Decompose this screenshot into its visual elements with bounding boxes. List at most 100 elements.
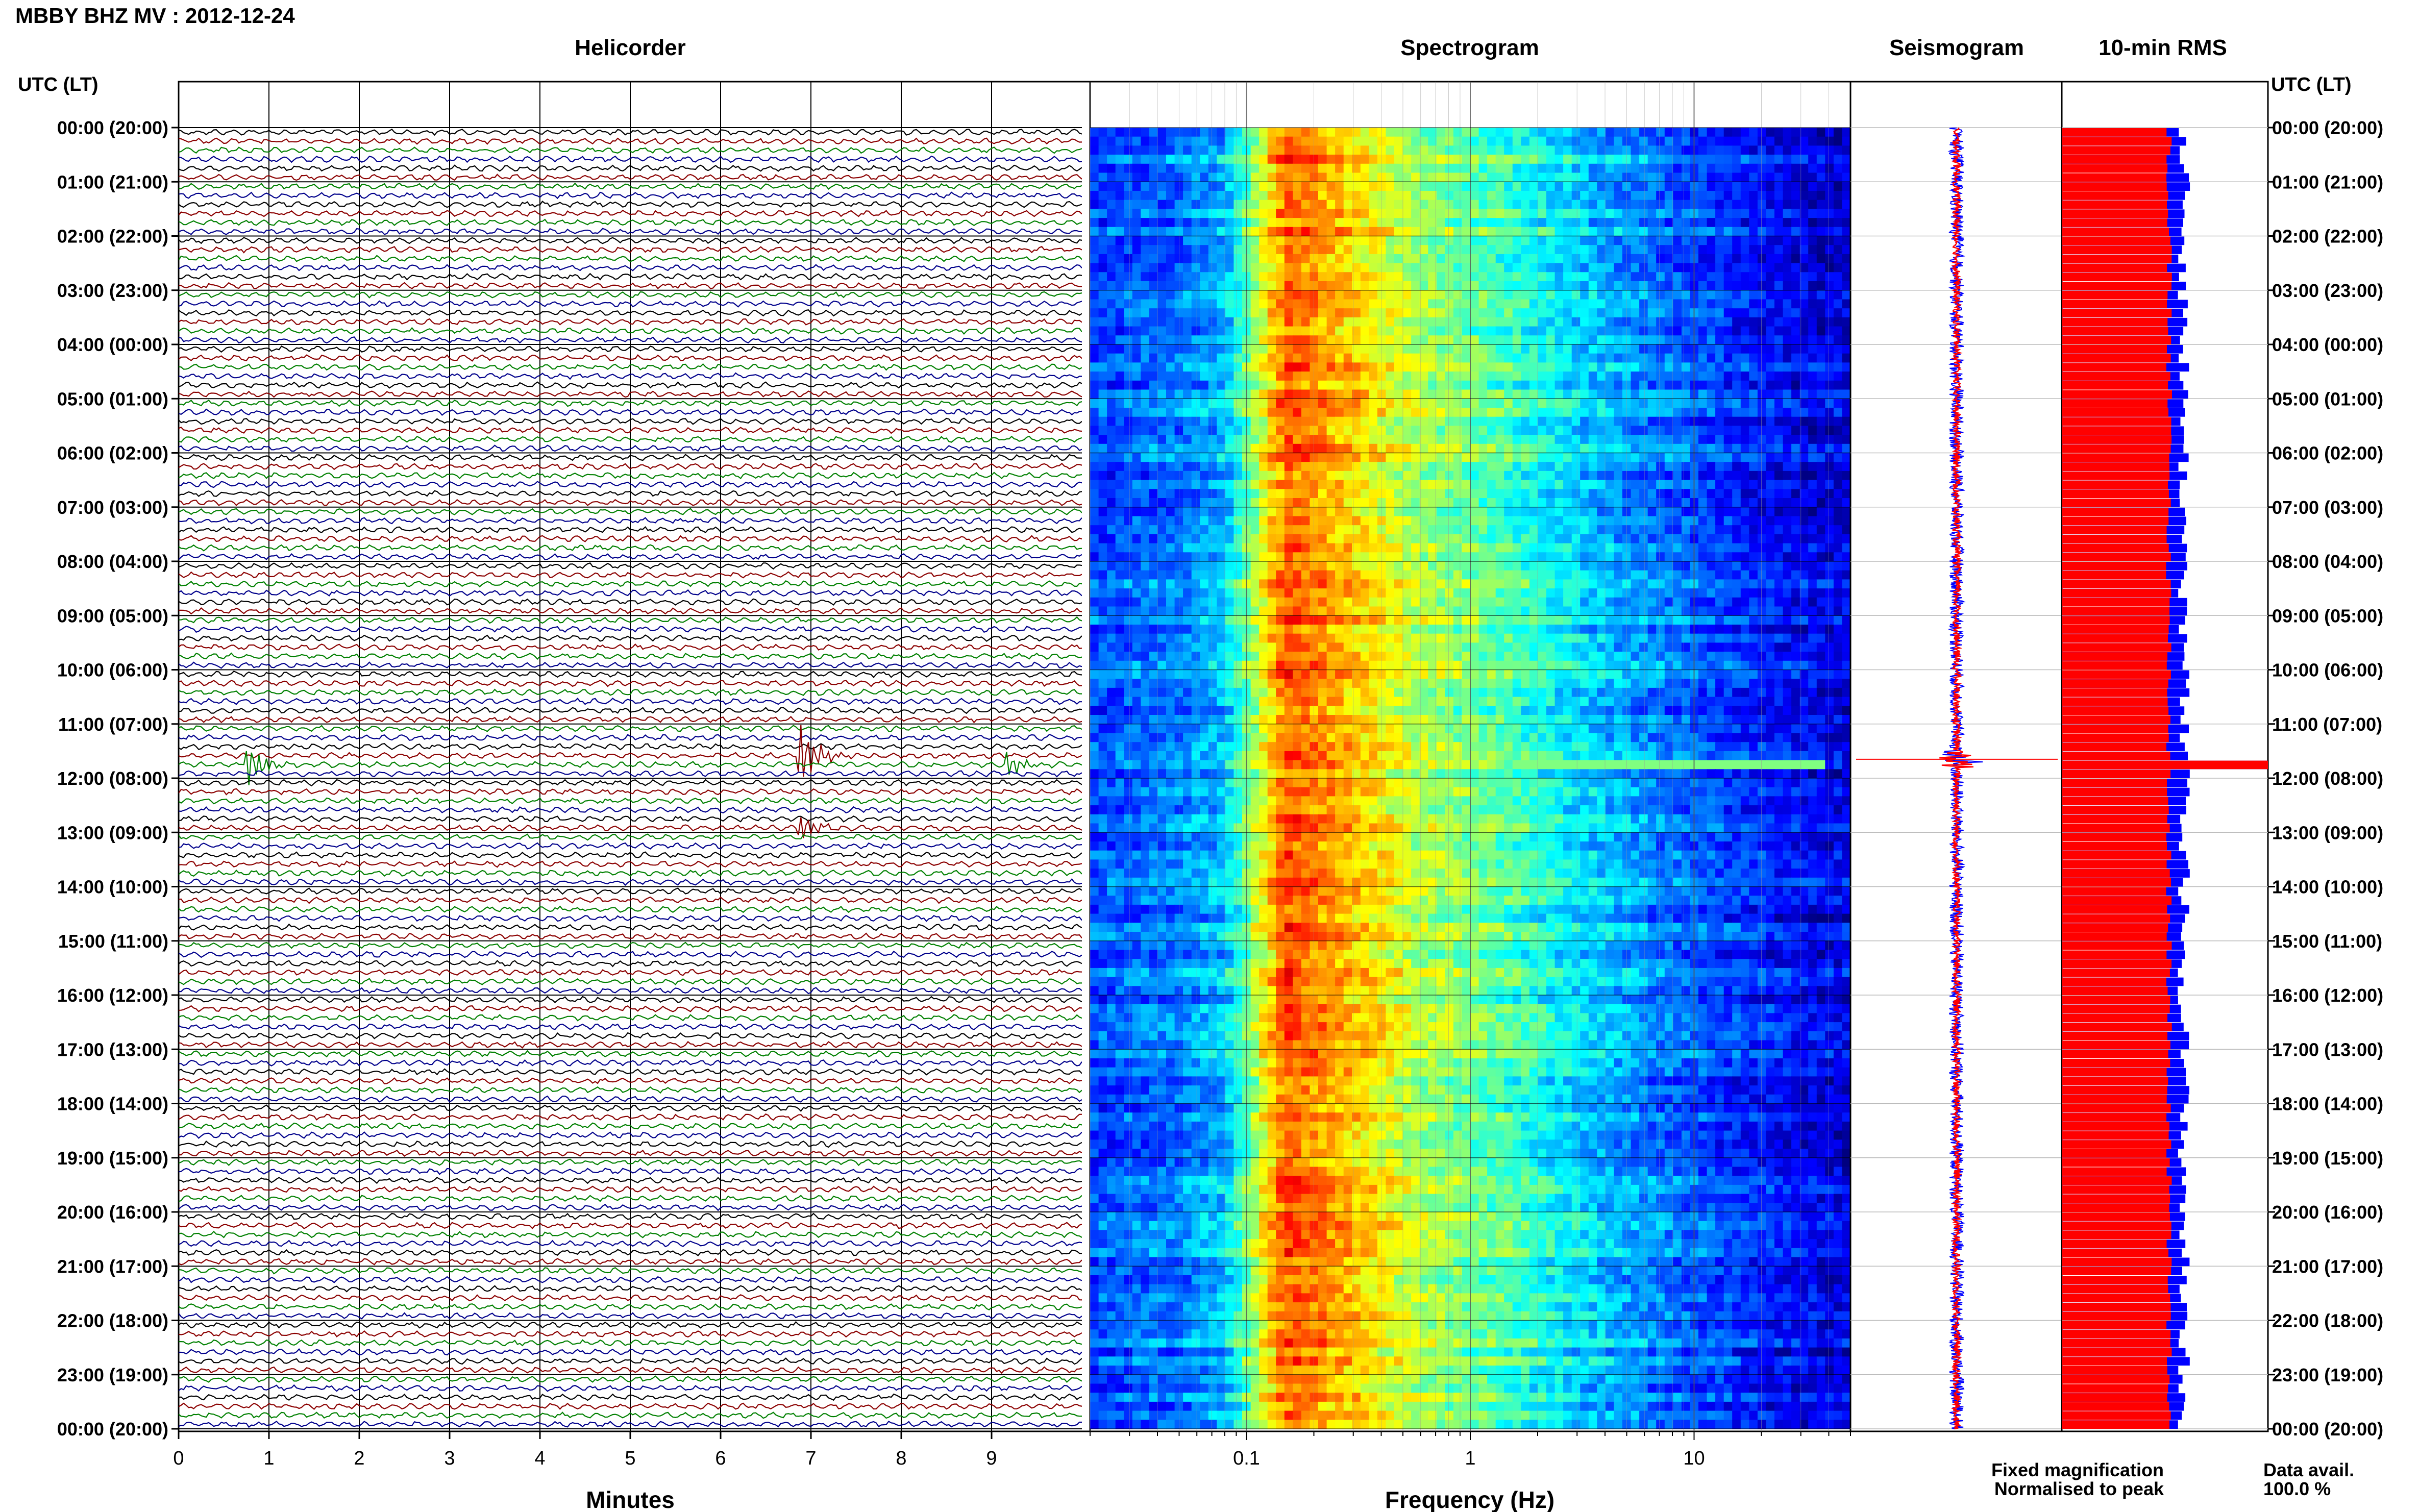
spectrogram-cell <box>1664 317 1674 327</box>
spectrogram-cell <box>1276 435 1285 444</box>
helicorder-trace <box>179 1321 1082 1329</box>
spectrogram-cell <box>1191 254 1201 264</box>
spectrogram-cell <box>1554 155 1564 164</box>
spectrogram-cell <box>1470 155 1479 164</box>
spectrogram-cell <box>1656 470 1665 481</box>
spectrogram-cell <box>1538 245 1547 255</box>
spectrogram-cell <box>1757 435 1767 444</box>
spectrogram-cell <box>1791 344 1800 354</box>
spectrogram-cell <box>1791 163 1800 173</box>
spectrogram-cell <box>1217 308 1226 318</box>
spectrogram-cell <box>1546 326 1556 336</box>
spectrogram-cell <box>1816 236 1826 245</box>
spectrogram-cell <box>1436 227 1446 237</box>
spectrogram-cell <box>1191 209 1201 218</box>
spectrogram-cell <box>1842 443 1850 454</box>
spectrogram-cell <box>1166 570 1175 580</box>
spectrogram-cell <box>1715 389 1724 399</box>
spectrogram-cell <box>1673 362 1682 372</box>
spectrogram-cell <box>1799 561 1809 571</box>
spectrogram-cell <box>1360 209 1370 218</box>
spectrogram-cell <box>1757 344 1767 354</box>
spectrogram-cell <box>1098 380 1107 390</box>
spectrogram-cell <box>1352 462 1361 472</box>
spectrogram-cell <box>1656 344 1665 354</box>
spectrogram-cell <box>1183 408 1192 417</box>
spectrogram-cell <box>1394 371 1403 381</box>
spectrogram-cell <box>1115 191 1125 201</box>
spectrogram-cell <box>1546 344 1556 354</box>
spectrogram-cell <box>1825 570 1834 580</box>
time-tick-label-right: 21:00 (17:00) <box>2272 1256 2383 1277</box>
spectrogram-cell <box>1149 128 1158 137</box>
spectrogram-cell <box>1470 281 1479 291</box>
spectrogram-cell <box>1386 525 1395 535</box>
helicorder-trace <box>179 237 1082 244</box>
spectrogram-cell <box>1766 272 1775 282</box>
spectrogram-cell <box>1487 172 1496 182</box>
spectrogram-cell <box>1301 254 1311 264</box>
spectrogram-cell <box>1166 191 1175 201</box>
helicorder-trace <box>179 996 1082 1004</box>
spectrogram-cell <box>1419 426 1429 435</box>
spectrogram-cell <box>1343 516 1353 526</box>
spectrogram-cell <box>1191 480 1201 490</box>
spectrogram-cell <box>1250 380 1260 390</box>
spectrogram-cell <box>1394 579 1403 589</box>
spectrogram-cell <box>1217 272 1226 282</box>
spectrogram-cell <box>1521 263 1530 273</box>
helicorder-trace <box>179 499 1082 506</box>
spectrogram-cell <box>1141 534 1150 544</box>
spectrogram-cell <box>1394 128 1403 137</box>
spectrogram-cell <box>1495 453 1505 462</box>
spectrogram-cell <box>1478 326 1488 336</box>
spectrogram-cell <box>1673 299 1682 309</box>
spectrogram-cell <box>1538 263 1547 273</box>
helicorder-trace <box>179 345 1082 353</box>
spectrogram-cell <box>1132 435 1142 444</box>
spectrogram-cell <box>1352 552 1361 562</box>
spectrogram-cell <box>1149 254 1158 264</box>
spectrogram-cell <box>1428 489 1437 499</box>
spectrogram-cell <box>1664 136 1674 146</box>
spectrogram-cell <box>1386 191 1395 201</box>
spectrogram-cell <box>1571 399 1581 408</box>
spectrogram-cell <box>1512 317 1522 327</box>
spectrogram-cell <box>1673 290 1682 300</box>
spectrogram-cell <box>1563 570 1572 580</box>
spectrogram-cell <box>1462 299 1471 309</box>
spectrogram-cell <box>1318 426 1327 435</box>
spectrogram-cell <box>1732 191 1741 201</box>
spectrogram-cell <box>1546 534 1556 544</box>
helicorder-trace <box>179 255 1082 262</box>
spectrogram-cell <box>1631 145 1640 155</box>
spectrogram-cell <box>1681 182 1691 191</box>
spectrogram-cell <box>1411 290 1420 300</box>
spectrogram-cell <box>1639 371 1648 381</box>
spectrogram-cell <box>1335 498 1344 508</box>
spectrogram-cell <box>1419 344 1429 354</box>
spectrogram-cell <box>1833 516 1843 526</box>
spectrogram-cell <box>1664 281 1674 291</box>
time-tick-label-right: 07:00 (03:00) <box>2272 497 2383 518</box>
spectrogram-cell <box>1115 163 1125 173</box>
spectrogram-cell <box>1580 290 1589 300</box>
spectrogram-cell <box>1504 272 1513 282</box>
spectrogram-cell <box>1521 163 1530 173</box>
spectrogram-cell <box>1419 335 1429 345</box>
spectrogram-cell <box>1149 281 1158 291</box>
spectrogram-cell <box>1842 534 1850 544</box>
spectrogram-cell <box>1647 498 1657 508</box>
spectrogram-cell <box>1478 182 1488 191</box>
spectrogram-cell <box>1757 489 1767 499</box>
spectrogram-cell <box>1436 335 1446 345</box>
spectrogram-cell <box>1732 416 1741 427</box>
spectrogram-cell <box>1318 516 1327 526</box>
spectrogram-cell <box>1149 155 1158 164</box>
spectrogram-cell <box>1614 561 1623 571</box>
spectrogram-cell <box>1732 507 1741 517</box>
spectrogram-cell <box>1563 561 1572 571</box>
spectrogram-cell <box>1394 191 1403 201</box>
utc-lt-label-right: UTC (LT) <box>2271 74 2352 95</box>
spectrogram-cell <box>1453 136 1463 146</box>
